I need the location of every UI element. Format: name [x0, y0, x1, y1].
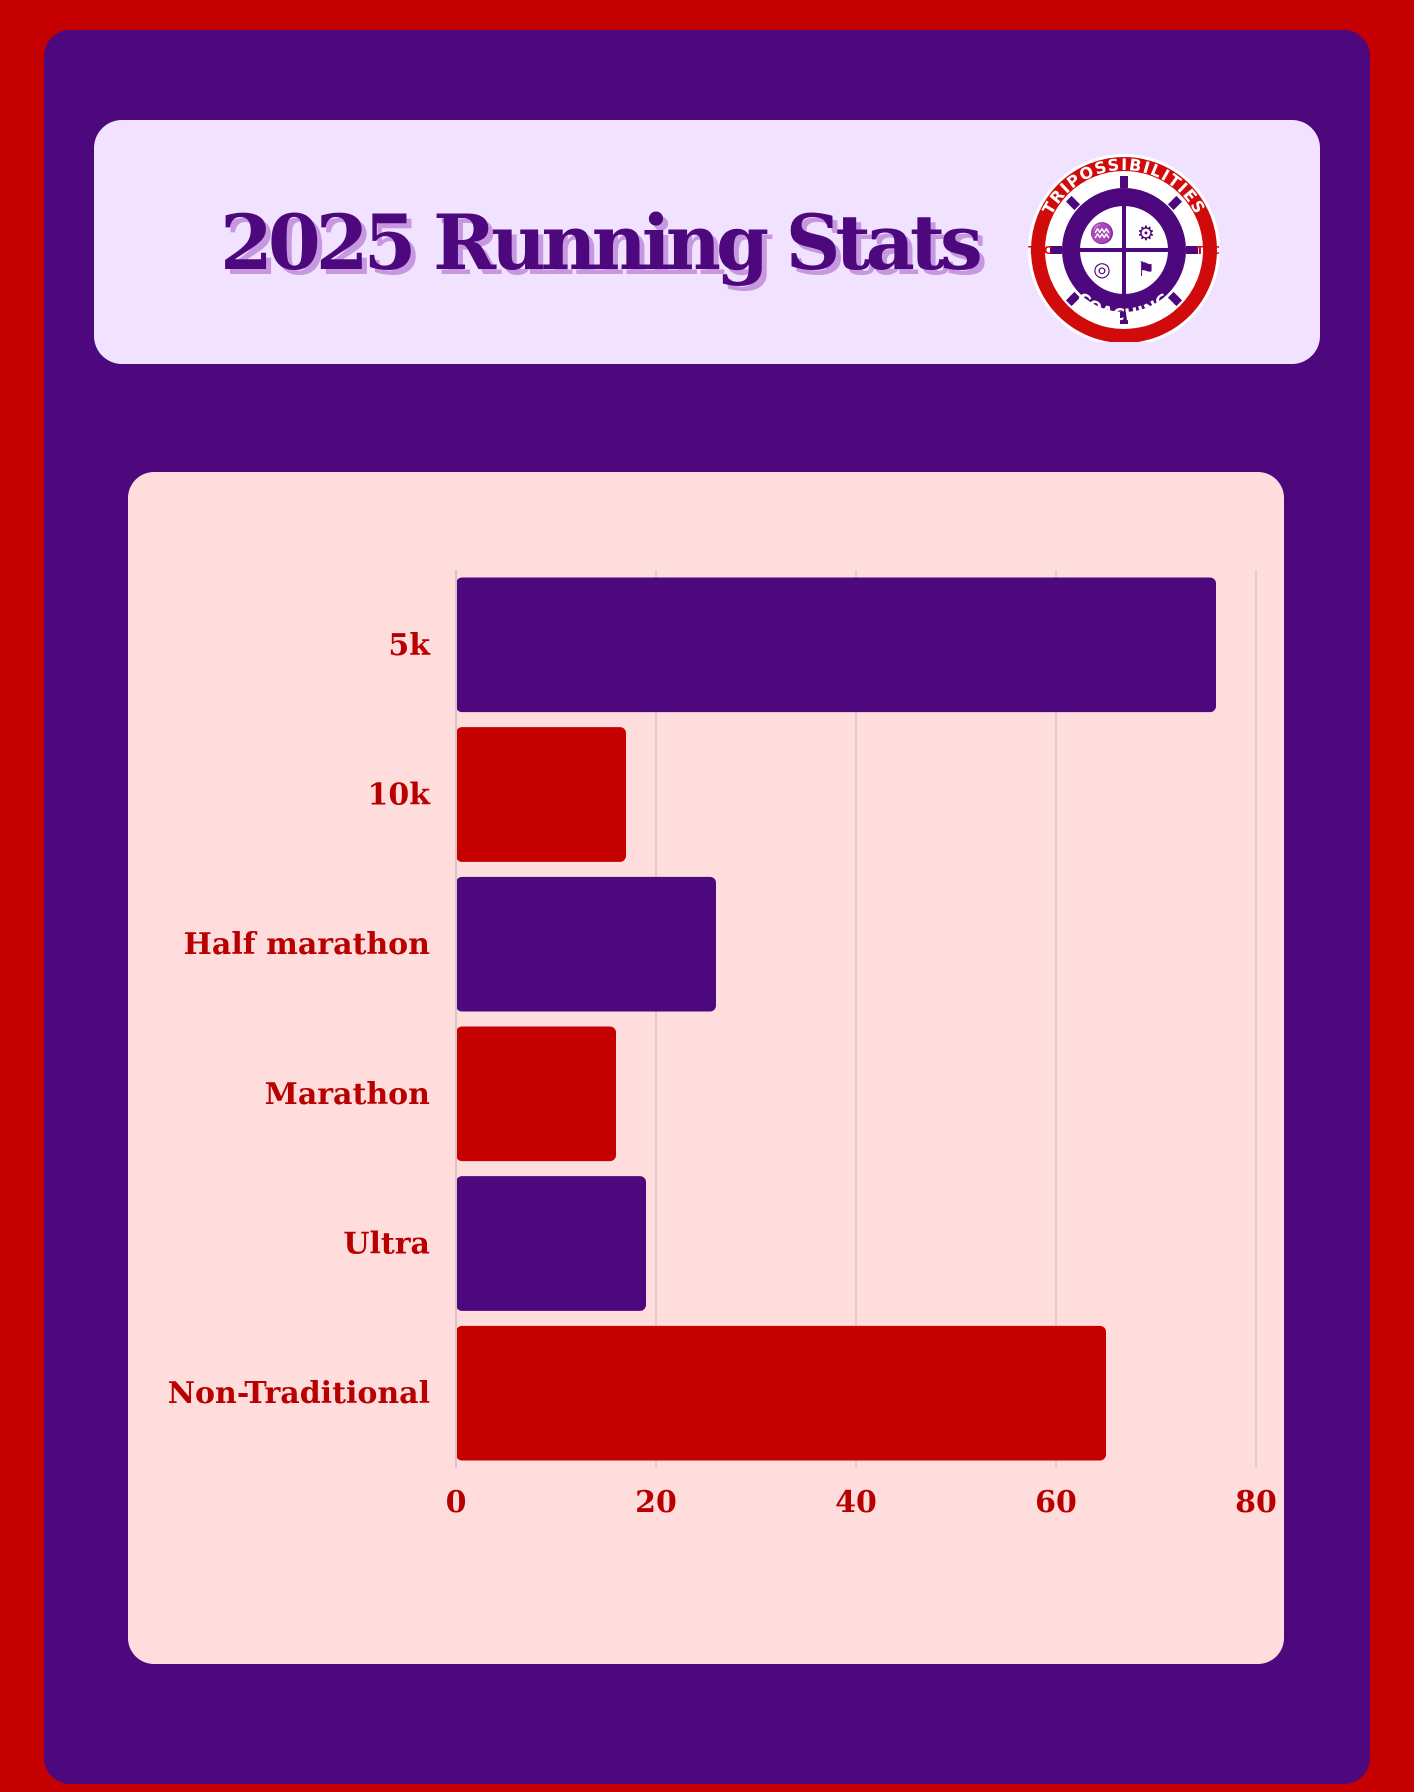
- category-label: Ultra: [343, 1227, 430, 1262]
- bar: [456, 1325, 1106, 1461]
- page-title: 2025 Running Stats: [220, 198, 983, 287]
- category-label: 10k: [367, 778, 431, 813]
- bike-icon: ⚙: [1137, 221, 1155, 245]
- logo-left-text: TPC: [1028, 244, 1052, 257]
- bar: [456, 876, 716, 1012]
- chart-card: 5k 10k Half marathon Marathon Ultra Non-Tradi…: [128, 472, 1284, 1664]
- bar: [456, 577, 1216, 713]
- logo-right-text: TPC: [1196, 244, 1220, 257]
- header-card: 2025 Running Stats: [94, 120, 1320, 364]
- swim-icon: ♒: [1090, 221, 1115, 245]
- x-tick-label: 60: [1035, 1485, 1077, 1520]
- bar: [456, 1176, 646, 1311]
- bar-chart: 5k 10k Half marathon Marathon Ultra Non-Tradi…: [168, 570, 1277, 1520]
- run-icon: ⚑: [1137, 257, 1155, 281]
- category-label: 5k: [388, 628, 431, 663]
- tripossibilities-logo: ♒ ⚙ ◎ ⚑ TRIPOSSIBILITIES COACHING TPC TP…: [1028, 154, 1220, 342]
- purple-frame: 2025 Running Stats: [44, 30, 1370, 1784]
- x-tick-label: 80: [1235, 1485, 1277, 1520]
- category-label: Half marathon: [184, 927, 431, 962]
- strength-icon: ◎: [1093, 257, 1110, 281]
- category-label: Non-Traditional: [168, 1376, 430, 1411]
- bar: [456, 1026, 616, 1162]
- bar: [456, 727, 626, 862]
- category-label: Marathon: [265, 1077, 431, 1112]
- x-tick-label: 20: [635, 1485, 677, 1520]
- x-tick-label: 0: [446, 1485, 467, 1520]
- x-tick-label: 40: [835, 1485, 877, 1520]
